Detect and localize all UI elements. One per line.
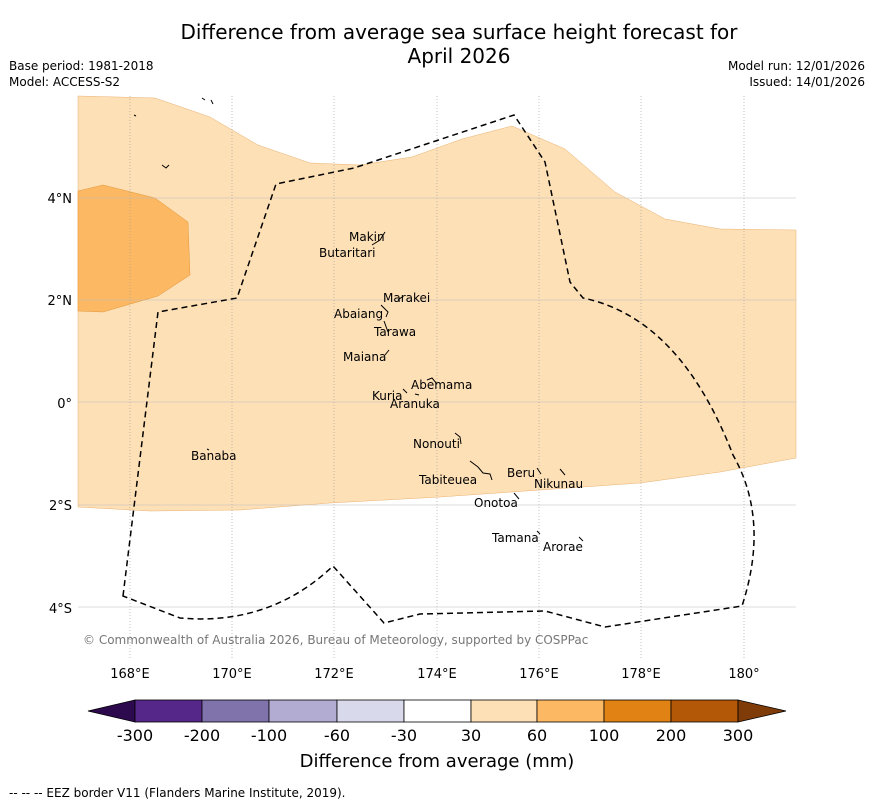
place-makin: Makin [349, 230, 385, 244]
place-aranuka: Aranuka [390, 397, 440, 411]
colorbar-segment-9 [670, 699, 739, 723]
colorbar-segment-low-extend [87, 699, 136, 723]
colorbar-segment-7 [536, 699, 605, 723]
footnote: -- -- -- EEZ border V11 (Flanders Marine… [9, 786, 346, 800]
place-marakei: Marakei [383, 291, 430, 305]
lat-label-4s: 4°S [49, 602, 72, 617]
colorbar-segment-1 [134, 699, 203, 723]
colorbar-segment-4 [336, 699, 405, 723]
colorbar-segment-8 [603, 699, 672, 723]
place-nikunau: Nikunau [534, 477, 583, 491]
anomaly-region-60-100 [77, 184, 191, 313]
chart-title: Difference from average sea surface heig… [0, 20, 873, 68]
lon-label-168e: 168°E [110, 667, 150, 682]
colorbar [87, 699, 787, 723]
place-tabiteuea: Tabiteuea [418, 473, 477, 487]
place-tamana: Tamana [491, 531, 539, 545]
colorbar-tick: -60 [324, 726, 350, 745]
base-info: Base period: 1981-2018 Model: ACCESS-S2 [9, 58, 154, 90]
colorbar-tick: -200 [184, 726, 220, 745]
colorbar-tick: 100 [589, 726, 620, 745]
colorbar-segment-6 [470, 699, 538, 723]
model-name: Model: ACCESS-S2 [9, 75, 121, 89]
colorbar-tick: -30 [391, 726, 417, 745]
colorbar-segment-3 [268, 699, 338, 723]
place-butaritari: Butaritari [319, 246, 376, 260]
colorbar-tick: -100 [251, 726, 287, 745]
place-banaba: Banaba [191, 449, 237, 463]
islands [133, 97, 584, 542]
base-period: Base period: 1981-2018 [9, 59, 154, 73]
colorbar-tick: 200 [656, 726, 687, 745]
place-nonouti: Nonouti [413, 437, 460, 451]
issued-date: Issued: 14/01/2026 [749, 75, 865, 89]
colorbar-ticks: -300 -200 -100 -60 -30 30 60 100 200 300 [117, 726, 753, 745]
lat-label-4n: 4°N [48, 192, 73, 207]
place-beru: Beru [507, 466, 535, 480]
place-arorae: Arorae [543, 540, 583, 554]
place-kuria: Kuria [372, 389, 403, 403]
colorbar-tick: -300 [117, 726, 153, 745]
copyright-text: © Commonwealth of Australia 2026, Bureau… [83, 633, 588, 647]
lon-label-170e: 170°E [212, 667, 252, 682]
eez-border [122, 114, 755, 628]
place-maiana: Maiana [343, 350, 386, 364]
lon-label-180: 180° [728, 667, 759, 682]
place-abaiang: Abaiang [334, 307, 383, 321]
lon-label-172e: 172°E [314, 667, 354, 682]
grid [78, 96, 796, 660]
lon-label-178e: 178°E [621, 667, 661, 682]
lat-label-2n: 2°N [48, 294, 73, 309]
place-abemama: Abemama [411, 378, 472, 392]
colorbar-tick: 60 [527, 726, 547, 745]
title-line-2: April 2026 [407, 44, 511, 68]
place-onotoa: Onotoa [474, 496, 518, 510]
colorbar-tick: 30 [461, 726, 481, 745]
lat-label-2s: 2°S [49, 499, 72, 514]
lon-label-174e: 174°E [417, 667, 457, 682]
model-run-date: Model run: 12/01/2026 [727, 59, 865, 73]
lat-label-0: 0° [57, 397, 72, 412]
colorbar-segment-high-extend [737, 699, 787, 723]
place-tarawa: Tarawa [373, 325, 416, 339]
colorbar-tick: 300 [723, 726, 754, 745]
colorbar-segment-2 [201, 699, 270, 723]
colorbar-segment-5 [403, 699, 472, 723]
run-info: Model run: 12/01/2026 Issued: 14/01/2026 [728, 58, 865, 90]
lon-label-176e: 176°E [519, 667, 559, 682]
colorbar-label: Difference from average (mm) [300, 751, 575, 772]
title-line-1: Difference from average sea surface heig… [180, 20, 738, 44]
